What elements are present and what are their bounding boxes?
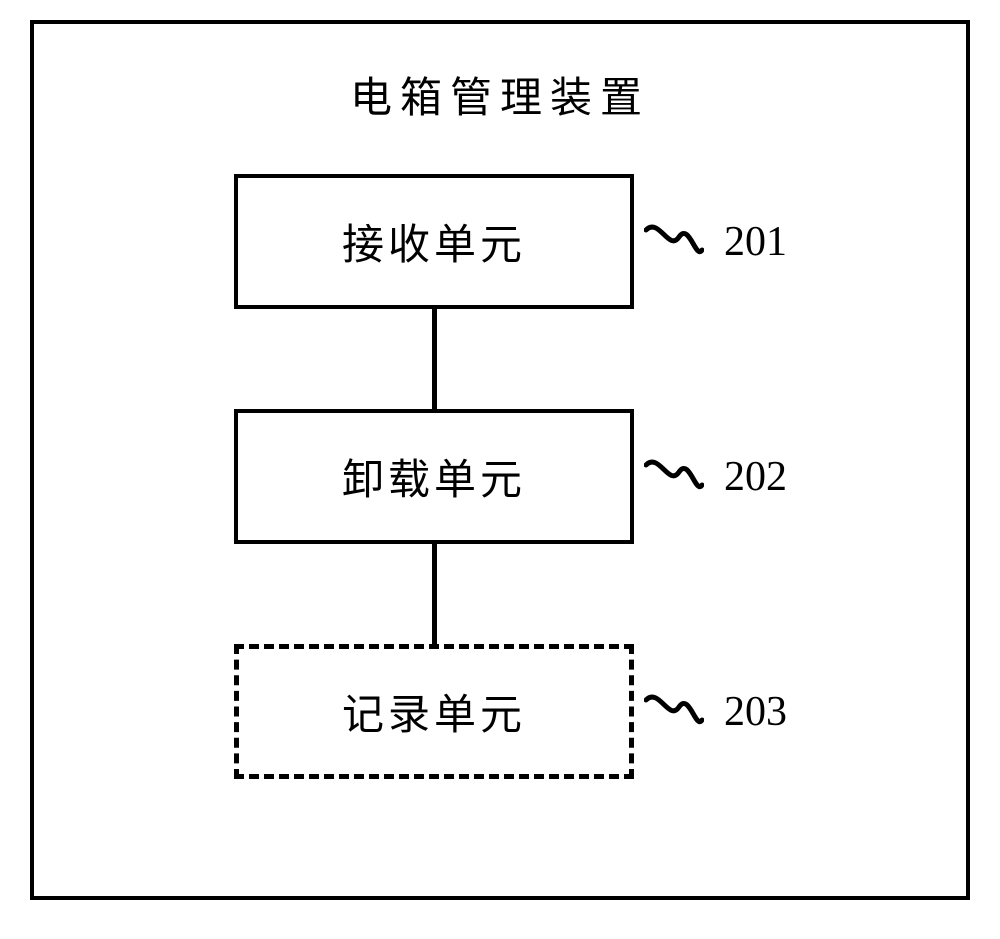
node-label: 记录单元	[342, 681, 526, 742]
node-ref-number: 201	[724, 218, 787, 266]
node-ref-number: 203	[724, 688, 787, 736]
connector-line	[432, 544, 437, 644]
node-label: 接收单元	[342, 211, 526, 272]
reference-squiggle	[644, 692, 704, 742]
reference-squiggle	[644, 457, 704, 507]
node-box-n1: 接收单元	[234, 174, 634, 309]
node-box-n2: 卸载单元	[234, 409, 634, 544]
diagram-title: 电箱管理装置	[34, 64, 966, 125]
reference-squiggle	[644, 222, 704, 272]
connector-line	[432, 309, 437, 409]
outer-frame: 电箱管理装置 接收单元 201 卸载单元 202 记录单元 203	[30, 20, 970, 900]
node-box-n3: 记录单元	[234, 644, 634, 779]
node-label: 卸载单元	[342, 446, 526, 507]
node-ref-number: 202	[724, 453, 787, 501]
